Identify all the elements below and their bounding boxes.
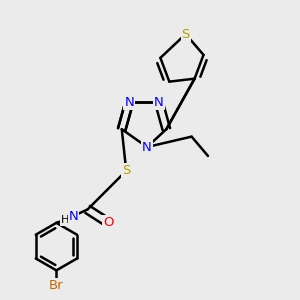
Text: S: S — [122, 164, 130, 177]
Text: H: H — [61, 215, 70, 225]
Text: N: N — [69, 210, 79, 224]
Text: N: N — [154, 96, 164, 109]
Text: N: N — [124, 96, 134, 109]
Text: S: S — [182, 28, 190, 40]
Text: N: N — [142, 140, 152, 154]
Text: O: O — [103, 216, 114, 229]
Text: Br: Br — [49, 279, 64, 292]
